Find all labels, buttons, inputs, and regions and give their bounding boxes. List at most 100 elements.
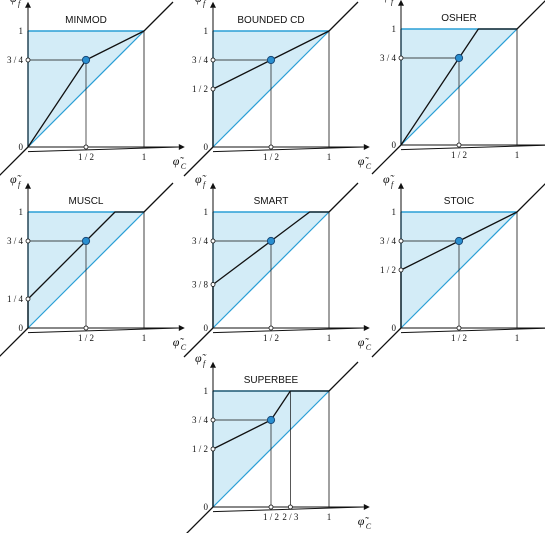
- x-axis-arrow-icon: [178, 144, 185, 150]
- x-axis-label-sub: C: [366, 162, 372, 171]
- y-axis-label: φ̃: [195, 351, 207, 365]
- key-point: [81, 55, 91, 65]
- y-tick-label-1: 3 / 8: [192, 280, 209, 290]
- y-marker-1: [398, 238, 404, 244]
- panel-title: OSHER: [441, 13, 477, 24]
- y-axis-arrow-icon: [210, 1, 216, 8]
- y-tick-label-0: 0: [392, 323, 397, 333]
- y-axis-label: φ̃: [383, 172, 395, 186]
- y-tick-label-0: 0: [19, 323, 24, 333]
- y-axis-arrow-icon: [398, 0, 404, 6]
- x-axis-label-sub: C: [181, 162, 187, 171]
- y-marker-0: [25, 57, 31, 63]
- panel-title: SUPERBEE: [244, 375, 299, 386]
- y-axis-label: φ̃: [195, 172, 207, 186]
- y-marker-0: [210, 86, 216, 92]
- y-marker-0: [210, 282, 216, 287]
- y-axis-label-sub: f: [391, 180, 395, 189]
- key-point: [266, 55, 276, 65]
- x-tick-label-1: 1: [515, 150, 520, 160]
- y-axis-arrow-icon: [25, 182, 31, 189]
- x-tick-label-1: 1: [142, 152, 147, 162]
- x-tick-label-1: 1: [515, 333, 520, 343]
- x-axis-arrow-icon: [178, 325, 185, 331]
- x-axis: [27, 327, 179, 334]
- x-marker-0: [456, 142, 462, 148]
- y-axis-arrow-icon: [210, 361, 216, 368]
- y-axis-label: φ̃: [10, 0, 22, 5]
- limiter-line: [371, 183, 545, 358]
- y-axis-label-sub: f: [203, 180, 207, 189]
- y-axis-label-sub: f: [18, 180, 22, 189]
- x-marker-0: [83, 144, 89, 150]
- y-tick-label-0: 0: [392, 140, 397, 150]
- y-axis-label: φ̃: [10, 172, 22, 186]
- x-axis: [212, 506, 364, 513]
- y-tick-label-3: 1: [392, 207, 397, 217]
- x-axis-label: φ̃: [173, 335, 185, 349]
- x-marker-0: [456, 325, 462, 331]
- x-axis-label-sub: C: [366, 522, 372, 531]
- key-point: [266, 415, 276, 425]
- y-tick-label-3: 1: [204, 386, 209, 396]
- x-axis: [212, 327, 364, 334]
- x-axis-arrow-icon: [363, 504, 370, 510]
- limiter-line: [371, 0, 545, 175]
- x-tick-label-0: 1 / 2: [263, 333, 279, 343]
- x-marker-0: [268, 504, 274, 510]
- y-axis-label-sub: f: [203, 0, 207, 8]
- y-axis-label-sub: f: [391, 0, 395, 6]
- y-tick-label-3: 1: [19, 207, 24, 217]
- x-tick-label-0: 1 / 2: [263, 152, 279, 162]
- y-tick-label-3: 1: [204, 26, 209, 36]
- y-tick-label-1: 3 / 4: [380, 53, 397, 63]
- x-marker-0: [268, 325, 274, 331]
- x-tick-label-0: 1 / 2: [78, 152, 94, 162]
- y-tick-label-0: 0: [204, 323, 209, 333]
- x-axis: [27, 146, 179, 153]
- x-tick-label-1: 1: [327, 333, 332, 343]
- y-axis-label-sub: f: [18, 0, 22, 8]
- y-tick-label-1: 1 / 4: [7, 294, 24, 304]
- x-axis-label-sub: C: [366, 343, 372, 352]
- y-marker-1: [210, 57, 216, 63]
- y-tick-label-0: 0: [204, 142, 209, 152]
- y-tick-label-1: 1 / 2: [192, 84, 208, 94]
- y-tick-label-2: 3 / 4: [192, 55, 209, 65]
- y-marker-0: [398, 55, 404, 61]
- x-axis-label: φ̃: [358, 514, 370, 528]
- x-marker-1: [287, 504, 293, 510]
- x-marker-0: [83, 325, 89, 331]
- x-axis: [212, 146, 364, 153]
- x-axis: [400, 144, 545, 151]
- y-marker-1: [210, 417, 216, 423]
- y-tick-label-2: 3 / 4: [192, 236, 209, 246]
- y-tick-label-1: 1 / 2: [380, 265, 396, 275]
- x-tick-label-2: 1: [327, 512, 332, 522]
- y-tick-label-2: 3 / 4: [380, 236, 397, 246]
- y-tick-label-0: 0: [19, 142, 24, 152]
- y-tick-label-2: 3 / 4: [7, 236, 24, 246]
- x-tick-label-1: 2 / 3: [282, 512, 299, 522]
- key-point: [266, 236, 276, 246]
- x-axis-label-sub: C: [181, 343, 187, 352]
- x-tick-label-0: 1 / 2: [78, 333, 94, 343]
- x-tick-label-0: 1 / 2: [263, 512, 279, 522]
- limiter-line: [183, 1, 359, 177]
- x-axis: [400, 327, 545, 334]
- panel-title: BOUNDED CD: [237, 15, 304, 26]
- y-marker-1: [25, 238, 31, 244]
- y-axis-arrow-icon: [398, 182, 404, 189]
- y-axis-label-sub: f: [203, 359, 207, 368]
- y-axis-label: φ̃: [195, 0, 207, 5]
- panel-title: SMART: [254, 196, 289, 207]
- y-marker-0: [210, 446, 216, 452]
- x-axis-arrow-icon: [363, 325, 370, 331]
- x-axis-label: φ̃: [358, 154, 370, 168]
- x-tick-label-0: 1 / 2: [451, 150, 467, 160]
